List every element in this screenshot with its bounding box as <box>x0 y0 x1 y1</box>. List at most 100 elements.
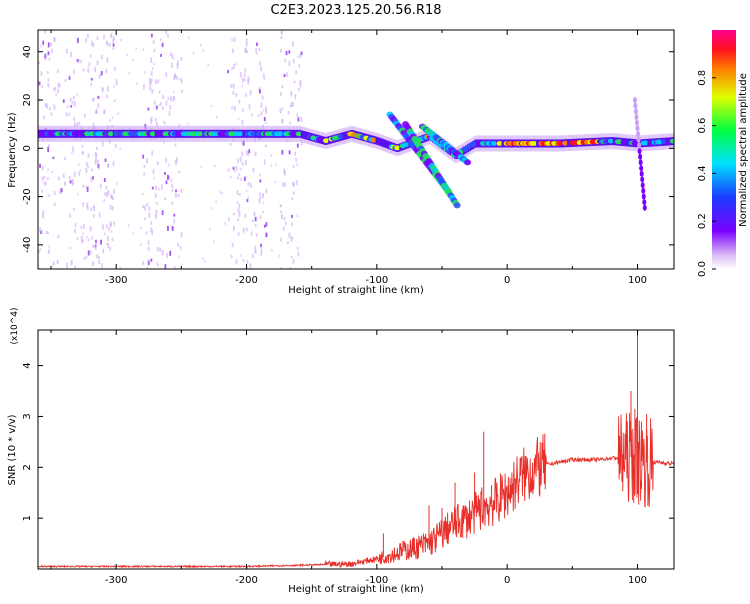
noise-speck <box>132 232 134 235</box>
noise-speck <box>260 111 263 116</box>
noise-speck <box>101 87 104 93</box>
noise-speck <box>231 242 234 248</box>
noise-speck <box>86 205 89 211</box>
noise-speck <box>116 182 118 186</box>
snr-content <box>38 330 674 569</box>
streak-blob <box>640 182 645 189</box>
noise-speck <box>256 52 258 56</box>
noise-speck <box>92 214 95 218</box>
noise-speck <box>78 121 81 125</box>
noise-speck <box>155 185 158 191</box>
noise-speck <box>213 240 216 243</box>
noise-speck <box>155 79 157 84</box>
noise-speck <box>66 105 69 108</box>
noise-speck <box>106 94 109 99</box>
streak-blob <box>641 193 646 200</box>
noise-speck <box>299 53 302 58</box>
noise-speck <box>146 158 148 164</box>
noise-speck <box>150 116 153 122</box>
noise-speck <box>296 113 299 118</box>
noise-speck <box>86 186 89 192</box>
band-blob <box>317 137 325 143</box>
noise-speck <box>180 56 183 61</box>
noise-speck <box>244 78 246 82</box>
spectrogram-content <box>38 30 674 269</box>
noise-speck <box>286 241 289 245</box>
noise-speck <box>97 159 99 165</box>
noise-speck <box>280 213 283 220</box>
noise-speck <box>300 116 303 123</box>
noise-speck <box>53 104 56 110</box>
noise-speck <box>85 168 88 173</box>
noise-speck <box>93 206 96 212</box>
noise-speck <box>243 73 246 78</box>
colorbar-label: Normalized spectral amplitude <box>738 73 749 227</box>
noise-speck <box>161 250 164 253</box>
snr-ticks: -300 -200 -100 0 100 1 2 3 4 <box>22 330 674 586</box>
noise-speck <box>110 230 113 233</box>
noise-speck <box>247 80 250 85</box>
noise-speck <box>85 235 88 239</box>
noise-speck <box>292 58 295 64</box>
snr-multiplier: (x10^4) <box>10 307 20 344</box>
streak-blob <box>639 170 644 177</box>
noise-speck <box>254 151 257 157</box>
noise-speck <box>114 143 117 148</box>
noise-speck <box>106 42 109 47</box>
noise-speck <box>290 236 293 242</box>
noise-speck <box>96 254 99 259</box>
noise-speck <box>239 156 242 162</box>
band-core <box>379 137 382 146</box>
noise-speck <box>70 105 73 108</box>
band-blob <box>531 141 538 146</box>
noise-speck <box>53 37 56 42</box>
spectrogram-ytick-label: -20 <box>22 188 33 204</box>
band-core <box>375 136 378 145</box>
noise-speck <box>87 165 90 169</box>
noise-speck <box>89 250 92 254</box>
noise-speck <box>227 69 230 74</box>
noise-speck <box>111 206 114 211</box>
snr-panel: -300 -200 -100 0 100 1 2 3 4 Height of straight … <box>7 307 675 595</box>
noise-speck <box>229 142 232 146</box>
noise-speck <box>155 209 158 215</box>
noise-speck <box>296 214 299 218</box>
colorbar-tick-label: 0.8 <box>697 70 708 86</box>
colorbar: 0.0 0.2 0.4 0.6 0.8 Normalized spectral ampl… <box>697 30 749 277</box>
noise-speck <box>250 231 253 236</box>
noise-speck <box>237 117 240 121</box>
noise-speck <box>107 235 109 242</box>
noise-speck <box>98 256 101 259</box>
noise-speck <box>101 262 103 269</box>
streak-blob <box>641 187 646 194</box>
noise-speck <box>139 226 142 230</box>
noise-speck <box>281 30 284 35</box>
noise-speck <box>282 226 285 231</box>
noise-speck <box>149 82 152 86</box>
noise-speck <box>51 170 54 174</box>
noise-speck <box>280 267 283 269</box>
band-core <box>501 139 504 148</box>
noise-speck <box>52 261 55 266</box>
streak-blob <box>642 204 647 211</box>
noise-speck <box>290 101 293 107</box>
noise-speck <box>151 67 154 70</box>
noise-speck <box>120 38 122 42</box>
snr-xtick-label: -100 <box>366 575 389 586</box>
noise-speck <box>65 48 68 54</box>
spectrogram-ytick-label: 20 <box>22 94 33 107</box>
noise-speck <box>43 175 46 179</box>
noise-speck <box>235 259 238 265</box>
band-blob <box>607 138 615 144</box>
noise-speck <box>171 53 174 59</box>
noise-speck <box>56 259 59 265</box>
noise-speck <box>82 68 85 72</box>
noise-speck <box>245 92 247 97</box>
noise-speck <box>86 202 89 208</box>
spectrogram-frame <box>37 29 675 270</box>
streak-blob <box>642 199 647 206</box>
noise-speck <box>280 237 282 242</box>
noise-speck <box>110 32 113 38</box>
noise-speck <box>47 78 50 82</box>
